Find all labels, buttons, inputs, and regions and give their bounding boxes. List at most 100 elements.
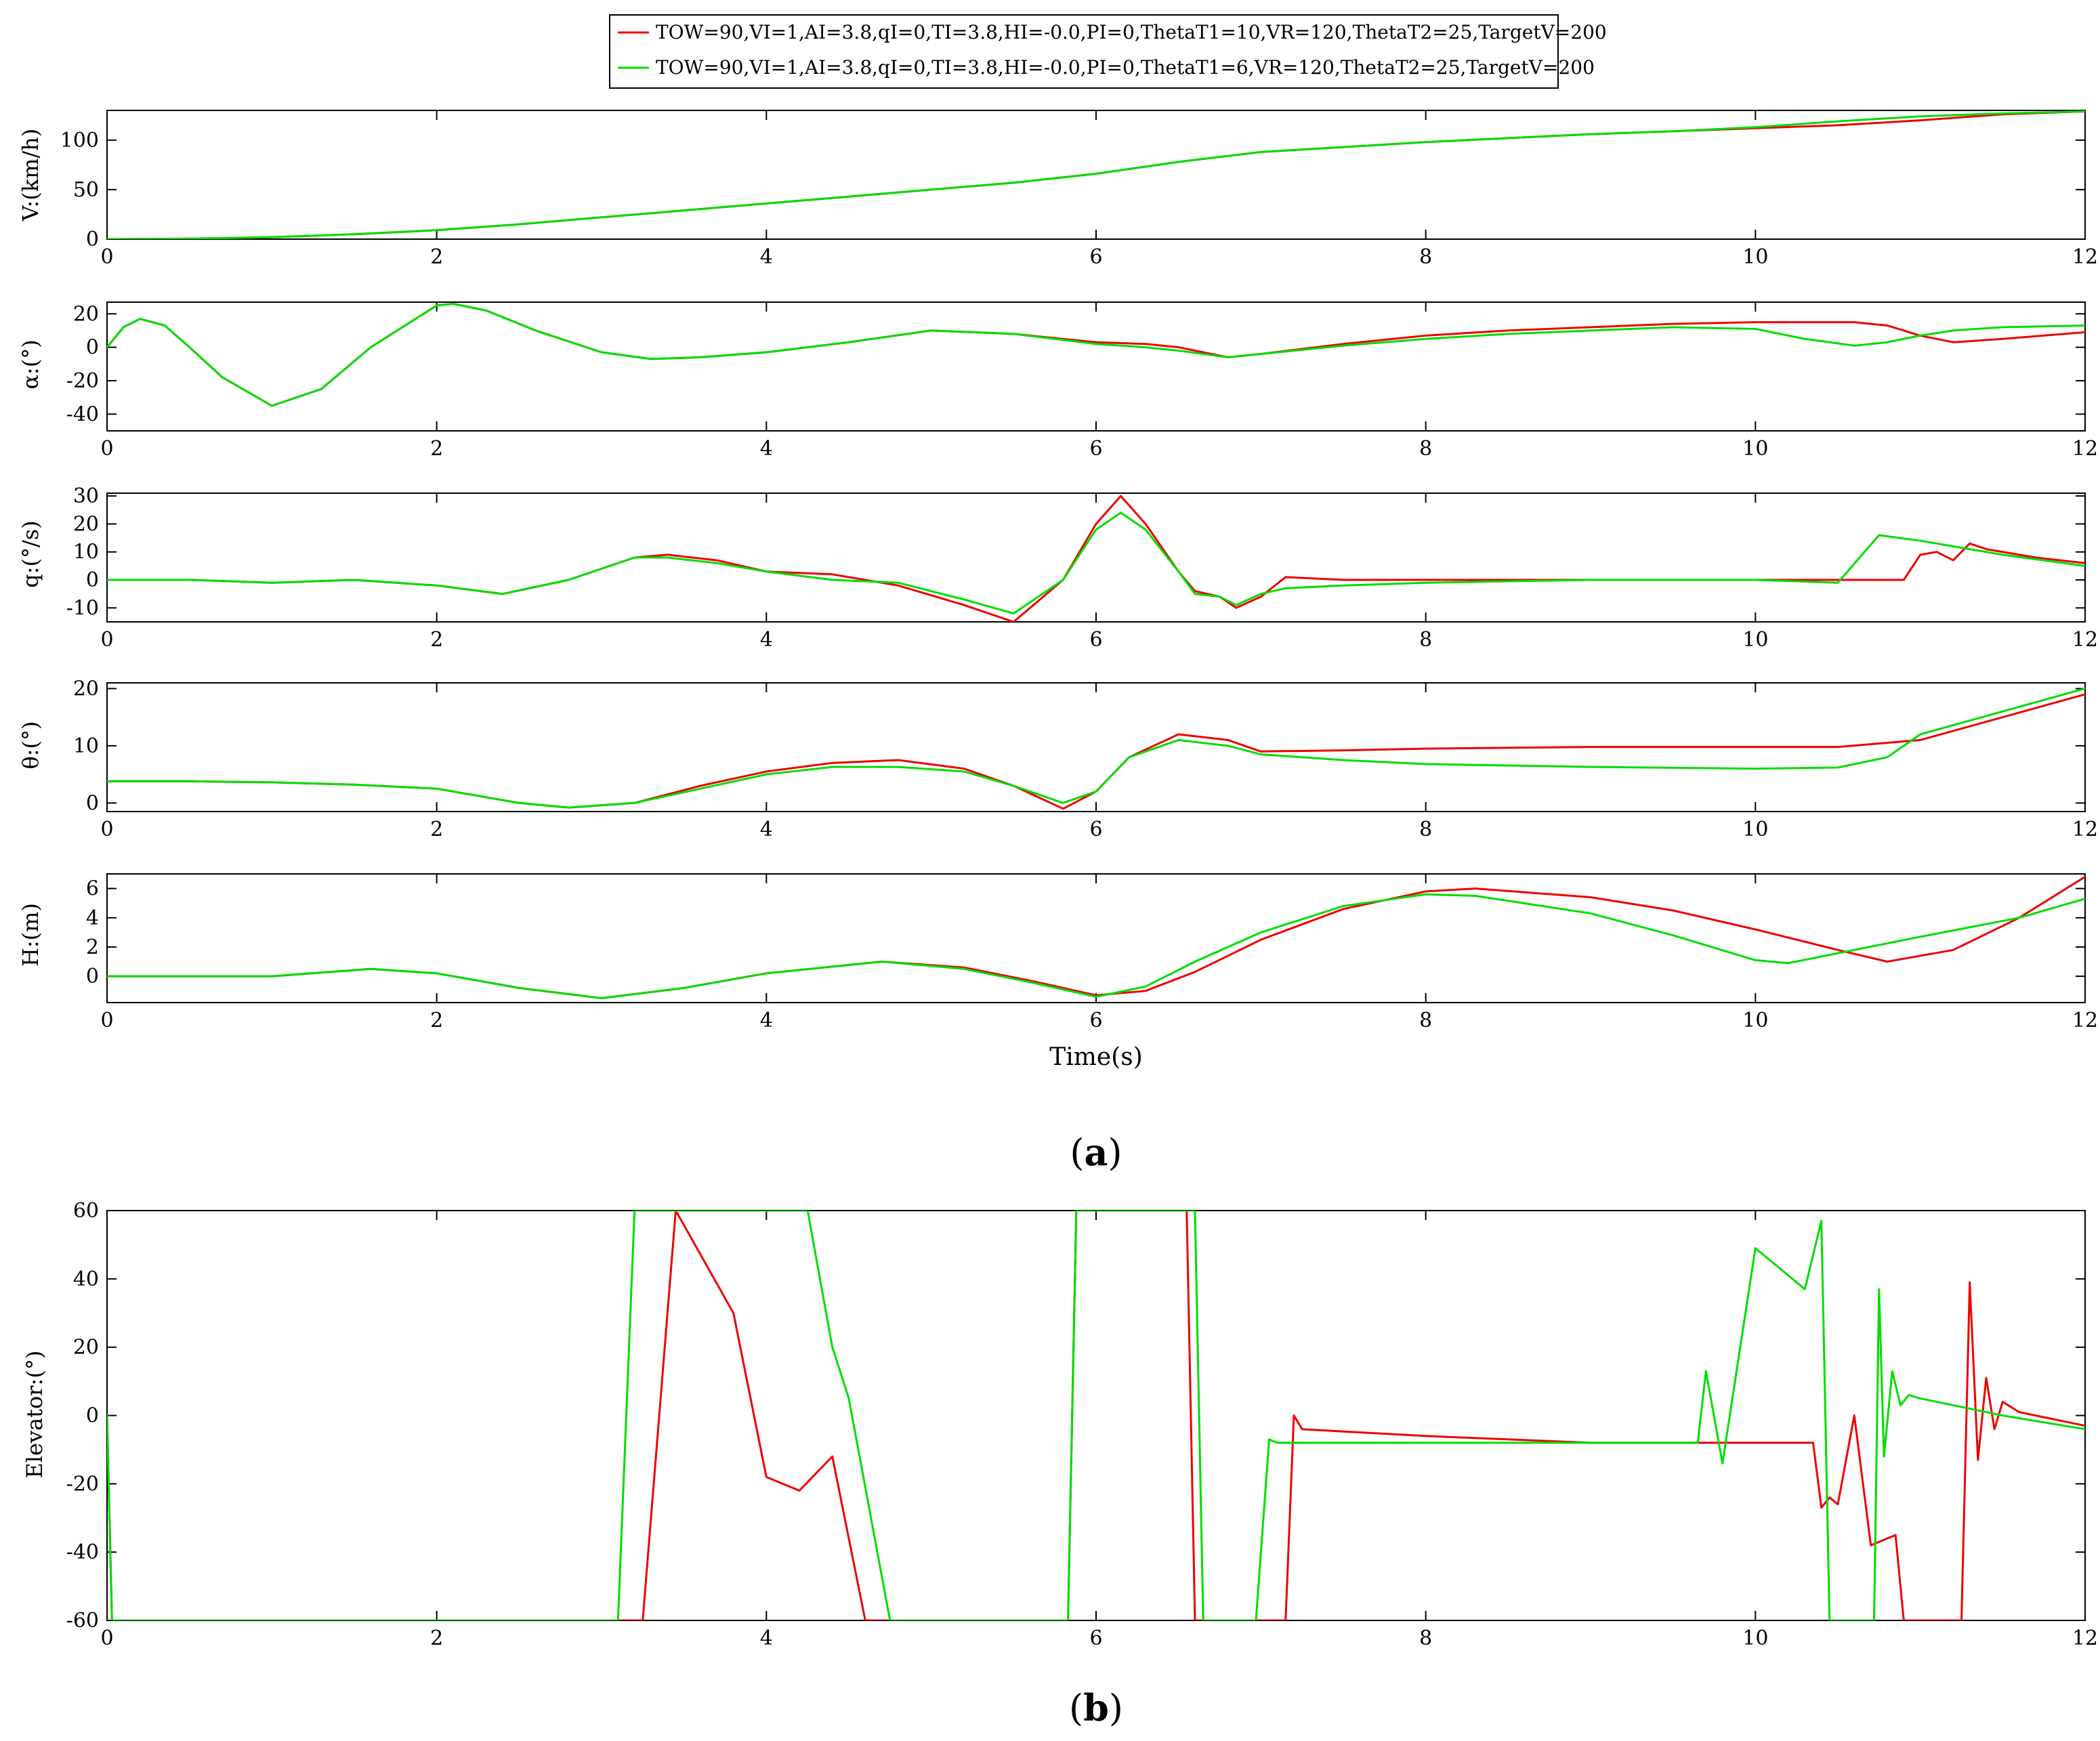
alpha-ytick-label: 20	[73, 302, 99, 326]
pitch-rate-xtick-label: 10	[1742, 628, 1768, 652]
alpha-xtick-label: 10	[1742, 437, 1768, 461]
velocity-xtick-label: 12	[2072, 245, 2098, 269]
pitch-rate-xtick-label: 4	[760, 628, 773, 652]
caption-a: (a)	[1070, 1131, 1122, 1174]
theta-xtick-label: 4	[760, 818, 773, 841]
pitch-rate-xtick-label: 8	[1419, 628, 1432, 652]
alpha-ylabel: α:(°)	[18, 339, 43, 389]
elevator-series-green	[107, 1211, 2085, 1620]
theta-plot: θ:(°) 0 2 4 6 8 10 12 0 10 20	[18, 677, 2098, 841]
pitch-rate-ytick-label: 30	[73, 484, 99, 508]
caption-b-letter: b	[1083, 1686, 1109, 1729]
theta-xtick-label: 10	[1742, 818, 1768, 841]
elevator-ytick-label: -60	[66, 1609, 99, 1633]
elevator-xtick-label: 8	[1419, 1627, 1432, 1650]
theta-ytick-label: 20	[73, 677, 99, 700]
pitch-rate-ytick-label: 10	[73, 541, 99, 564]
pitch-rate-series-red	[107, 495, 2085, 622]
elevator-ytick-label: -20	[66, 1472, 99, 1496]
height-xtick-label: 6	[1089, 1009, 1102, 1032]
velocity-series-green	[107, 110, 2085, 239]
height-xtick-label: 8	[1419, 1009, 1432, 1032]
elevator-ytick-label: 20	[73, 1336, 99, 1360]
velocity-ytick-label: 100	[60, 129, 99, 152]
height-ytick-label: 4	[86, 906, 99, 930]
velocity-plot: V:(km/h) 0 2 4 6 8 10 12 0 50 100	[18, 110, 2098, 269]
theta-xtick-label: 12	[2072, 818, 2098, 841]
pitch-rate-axes-frame	[106, 492, 2086, 623]
elevator-ylabel: Elevator:(°)	[22, 1351, 47, 1479]
alpha-plot: α:(°) 0 2 4 6 8 10 12 -40 -20 0 20	[18, 301, 2098, 461]
alpha-xtick-label: 2	[430, 437, 443, 461]
height-xtick-label: 12	[2072, 1009, 2098, 1032]
alpha-series-red	[107, 303, 2085, 407]
legend: TOW=90,VI=1,AI=3.8,qI=0,TI=3.8,HI=-0.0,P…	[609, 14, 1607, 89]
alpha-xtick-label: 12	[2072, 437, 2098, 461]
theta-ytick-label: 10	[73, 734, 99, 758]
alpha-ytick-label: -20	[66, 369, 99, 393]
theta-series-green	[107, 687, 2085, 809]
height-series-red	[107, 875, 2085, 999]
pitch-rate-xtick-label: 0	[100, 628, 113, 652]
height-ylabel: H:(m)	[18, 903, 43, 967]
height-ytick-label: 2	[86, 936, 99, 959]
legend-entry-1: TOW=90,VI=1,AI=3.8,qI=0,TI=3.8,HI=-0.0,P…	[656, 21, 1607, 43]
caption-b: (b)	[1069, 1686, 1123, 1729]
theta-ytick-label: 0	[86, 791, 99, 815]
legend-entry-2: TOW=90,VI=1,AI=3.8,qI=0,TI=3.8,HI=-0.0,P…	[656, 56, 1595, 79]
elevator-series-red	[107, 1211, 2085, 1620]
velocity-series-red	[107, 110, 2085, 239]
theta-xtick-label: 0	[100, 818, 113, 841]
elevator-xtick-label: 10	[1742, 1627, 1768, 1650]
elevator-ytick-label: 40	[73, 1267, 99, 1291]
height-xtick-label: 0	[100, 1009, 113, 1032]
alpha-xtick-label: 6	[1089, 437, 1102, 461]
legend-box	[609, 14, 1559, 89]
elevator-xtick-label: 2	[430, 1627, 443, 1650]
theta-xtick-label: 2	[430, 818, 443, 841]
theta-ylabel: θ:(°)	[18, 721, 43, 769]
pitch-rate-series-green	[107, 511, 2085, 615]
time-xlabel: Time(s)	[1049, 1043, 1143, 1071]
pitch-rate-ytick-label: 0	[86, 568, 99, 592]
height-xtick-label: 2	[430, 1009, 443, 1032]
elevator-ytick-label: -40	[66, 1540, 99, 1564]
velocity-xtick-label: 8	[1419, 245, 1432, 269]
alpha-xtick-label: 4	[760, 437, 773, 461]
pitch-rate-xtick-label: 2	[430, 628, 443, 652]
height-series-green	[107, 893, 2085, 999]
height-xtick-label: 4	[760, 1009, 773, 1032]
alpha-xtick-label: 0	[100, 437, 113, 461]
alpha-ytick-label: 0	[86, 336, 99, 360]
height-ytick-label: 0	[86, 965, 99, 988]
theta-xtick-label: 6	[1089, 818, 1102, 841]
elevator-axes-frame	[106, 1210, 2086, 1621]
alpha-xtick-label: 8	[1419, 437, 1432, 461]
velocity-ytick-label: 0	[86, 228, 99, 251]
elevator-xtick-label: 4	[760, 1627, 773, 1650]
velocity-xtick-label: 2	[430, 245, 443, 269]
alpha-ytick-label: -40	[66, 402, 99, 426]
pitch-rate-ytick-label: -10	[66, 596, 99, 620]
height-plot: H:(m) 0 2 4 6 8 10 12 0 2 4 6	[18, 873, 2098, 1032]
elevator-xtick-label: 6	[1089, 1627, 1102, 1650]
elevator-xtick-label: 0	[100, 1627, 113, 1650]
velocity-ylabel: V:(km/h)	[18, 129, 43, 222]
pitch-rate-xtick-label: 12	[2072, 628, 2098, 652]
velocity-xtick-label: 4	[760, 245, 773, 269]
velocity-xtick-label: 6	[1089, 245, 1102, 269]
pitch-rate-xtick-label: 6	[1089, 628, 1102, 652]
alpha-series-green	[107, 303, 2085, 407]
theta-xtick-label: 8	[1419, 818, 1432, 841]
elevator-xtick-label: 12	[2072, 1627, 2098, 1650]
velocity-xtick-label: 10	[1742, 245, 1768, 269]
caption-a-letter: a	[1085, 1131, 1108, 1174]
height-ytick-label: 6	[86, 877, 99, 901]
elevator-plot: Elevator:(°) 0 2 4 6 8 10 12 -60 -40 -20 0 20 40 60	[22, 1199, 2098, 1650]
elevator-ytick-label: 60	[73, 1199, 99, 1223]
elevator-ytick-label: 0	[86, 1404, 99, 1428]
velocity-xtick-label: 0	[100, 245, 113, 269]
height-xtick-label: 10	[1742, 1009, 1768, 1032]
pitch-rate-ytick-label: 20	[73, 512, 99, 536]
